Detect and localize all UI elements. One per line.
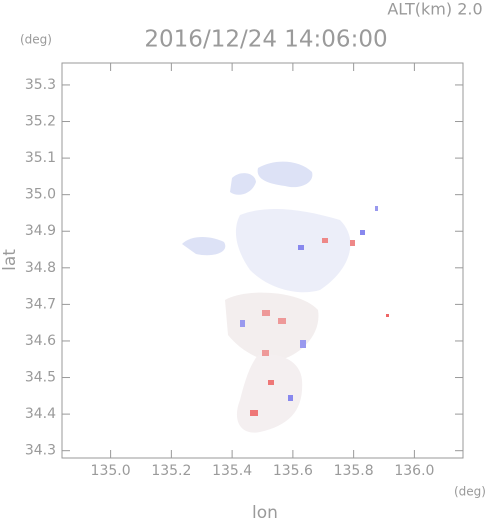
plot-frame (61, 62, 464, 459)
x-tick-label: 135.8 (334, 463, 374, 479)
y-tick-label: 34.7 (25, 296, 56, 312)
y-tick-label: 34.9 (25, 223, 56, 239)
x-tick-label: 135.4 (212, 463, 252, 479)
x-tick-label: 135.0 (91, 463, 131, 479)
y-tick-label: 35.1 (25, 150, 56, 166)
y-unit: (deg) (20, 33, 52, 47)
y-tick-label: 34.5 (25, 370, 56, 386)
x-tick-label: 135.2 (151, 463, 191, 479)
y-tick-label: 34.3 (25, 443, 56, 459)
y-tick-label: 35.2 (25, 114, 56, 130)
x-unit: (deg) (454, 485, 486, 499)
y-axis-label: lat (0, 249, 20, 271)
x-tick-label: 135.6 (273, 463, 313, 479)
y-tick-label: 34.6 (25, 333, 56, 349)
chart-title: 2016/12/24 14:06:00 (144, 27, 387, 53)
y-tick-label: 34.8 (25, 260, 56, 276)
y-tick-label: 35.3 (25, 77, 56, 93)
y-tick-label: 35.0 (25, 187, 56, 203)
subtitle: ALT(km) 2.0 (387, 0, 482, 19)
x-tick-label: 136.0 (394, 463, 434, 479)
radar-echoes (182, 161, 389, 433)
y-tick-label: 34.4 (25, 406, 56, 422)
x-axis-label: lon (252, 503, 278, 521)
